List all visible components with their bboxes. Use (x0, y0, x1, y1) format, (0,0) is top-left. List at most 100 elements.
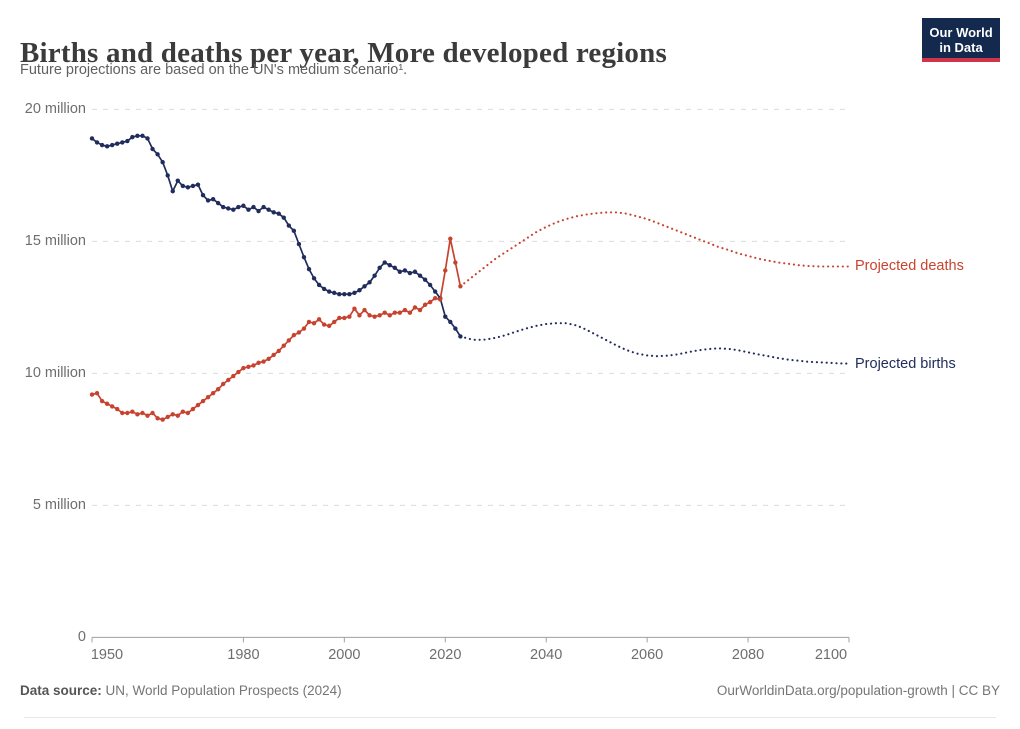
data-point-marker (200, 398, 206, 404)
data-point-marker (195, 182, 201, 187)
data-point-marker (311, 276, 317, 281)
data-point-marker (377, 313, 382, 318)
data-point-marker (432, 289, 438, 294)
data-point-marker (397, 310, 403, 315)
y-axis-tick-label: 0 (77, 629, 86, 646)
data-point-marker (286, 223, 292, 228)
data-point-marker (296, 241, 302, 247)
bottom-divider (24, 717, 996, 718)
line-deaths-projected- (459, 211, 851, 288)
data-point-marker (448, 236, 453, 241)
data-point-marker (443, 314, 448, 319)
x-axis-tick-label: 1950 (90, 647, 124, 663)
data-point-marker (195, 402, 201, 408)
chart-subtitle: Future projections are based on the UN's… (20, 62, 408, 78)
data-point-marker (221, 381, 226, 387)
data-point-marker (316, 317, 322, 322)
data-point-marker (301, 255, 307, 260)
data-point-marker (372, 273, 377, 278)
data-point-marker (266, 207, 271, 212)
data-point-marker (231, 207, 236, 212)
data-point-marker (210, 391, 216, 396)
data-point-marker (407, 310, 413, 315)
data-point-marker (432, 295, 438, 301)
data-point-marker (251, 363, 256, 368)
data-point-marker (231, 373, 236, 379)
data-point-marker (180, 183, 186, 189)
series-label-projected-deaths: Projected deaths (855, 258, 964, 275)
data-point-marker (190, 406, 196, 412)
data-point-marker (180, 409, 186, 414)
data-point-marker (311, 321, 317, 326)
data-point-marker (135, 133, 140, 138)
page-title: Births and deaths per year, More develop… (20, 37, 667, 70)
owid-logo-line1: Our World (929, 25, 993, 40)
data-point-marker (281, 215, 286, 220)
data-point-marker (296, 330, 302, 335)
data-point-marker (99, 398, 105, 404)
data-point-marker (427, 299, 433, 305)
series-label-projected-births: Projected births (855, 355, 956, 372)
owid-logo[interactable]: Our World in Data (922, 18, 1000, 62)
x-axis-tick-label: 1980 (227, 647, 260, 663)
data-point-marker (417, 307, 423, 313)
data-point-marker (382, 260, 387, 265)
data-point-marker (145, 413, 150, 418)
owid-logo-red-bar (922, 58, 1000, 62)
y-axis-tick-label: 15 million (24, 233, 86, 250)
data-point-marker (160, 417, 165, 422)
data-point-marker (236, 369, 241, 375)
data-point-marker (412, 305, 418, 310)
credit-link[interactable]: OurWorldinData.org/population-growth | C… (716, 683, 1000, 698)
data-point-marker (276, 348, 281, 354)
data-point-marker (135, 412, 140, 417)
data-point-marker (120, 140, 125, 145)
data-point-marker (392, 310, 397, 315)
data-point-marker (347, 292, 352, 297)
data-point-marker (210, 196, 216, 202)
data-point-marker (422, 277, 428, 282)
data-point-marker (241, 203, 246, 208)
data-point-marker (160, 160, 165, 165)
x-axis-tick-label: 2080 (731, 647, 765, 663)
data-point-marker (205, 198, 211, 203)
data-point-marker (367, 313, 372, 318)
data-point-marker (382, 310, 387, 315)
data-point-marker (291, 228, 297, 234)
data-point-marker (215, 387, 221, 392)
line-births-projected- (459, 322, 851, 365)
data-point-marker (89, 136, 95, 141)
data-point-marker (357, 288, 362, 293)
data-point-marker (377, 265, 382, 270)
data-point-marker (99, 142, 105, 148)
data-point-marker (130, 409, 135, 414)
data-point-marker (125, 410, 130, 416)
data-point-marker (200, 193, 206, 198)
data-point-marker (453, 326, 458, 331)
data-point-marker (392, 265, 397, 270)
data-point-marker (271, 210, 276, 215)
data-point-marker (109, 142, 115, 148)
data-point-marker (125, 138, 130, 144)
line-deaths-historical- (91, 237, 462, 421)
data-point-marker (453, 260, 458, 265)
x-axis-tick-label: 2000 (328, 647, 361, 663)
data-point-marker (261, 359, 266, 364)
data-point-marker (342, 292, 347, 297)
data-point-marker (89, 392, 95, 397)
data-point-marker (352, 290, 357, 296)
data-point-marker (321, 286, 327, 292)
data-point-marker (226, 377, 231, 383)
data-point-marker (402, 307, 408, 313)
data-point-marker (291, 332, 297, 338)
data-point-marker (175, 178, 180, 183)
data-point-marker (286, 338, 292, 343)
data-point-marker (115, 406, 120, 412)
data-point-marker (170, 412, 175, 417)
data-point-marker (140, 133, 145, 138)
data-point-marker (246, 207, 251, 212)
data-point-marker (306, 266, 312, 272)
data-source-note: Data source: UN, World Population Prospe… (20, 683, 342, 698)
